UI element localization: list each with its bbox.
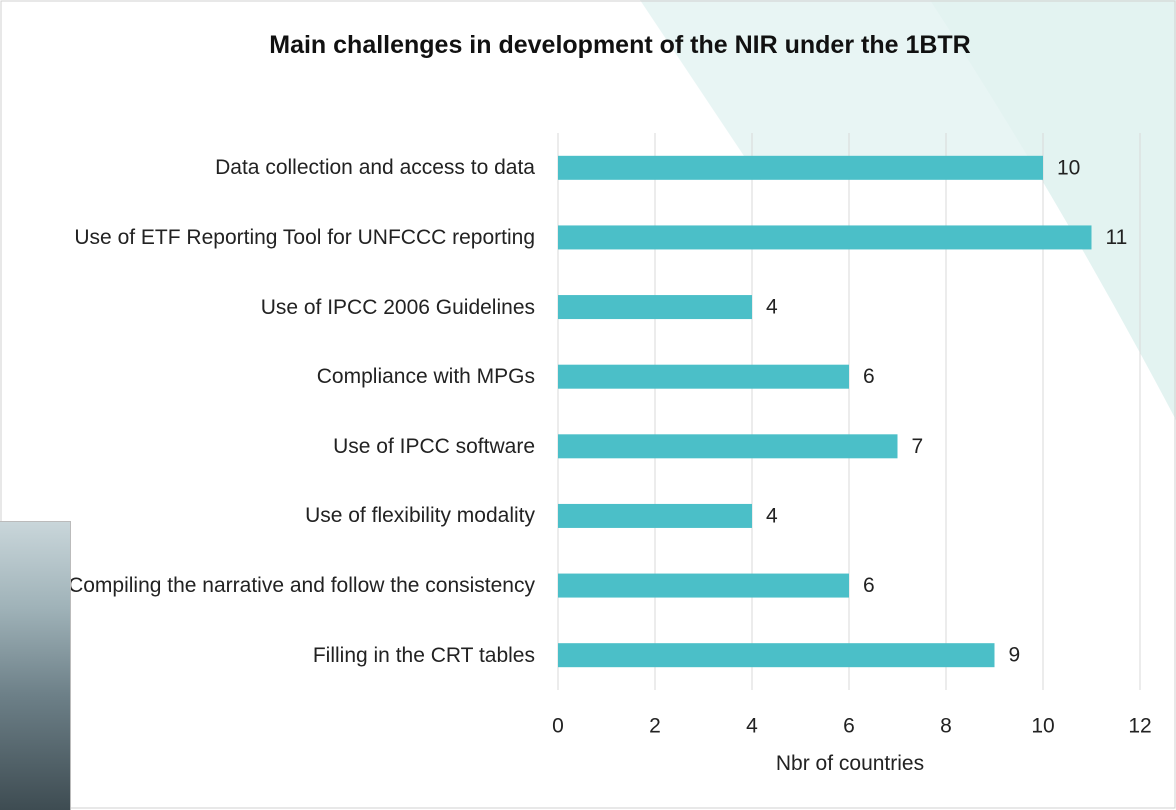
bar bbox=[558, 503, 752, 528]
bar bbox=[558, 573, 849, 598]
x-tick-label: 2 bbox=[649, 715, 661, 738]
value-label: 7 bbox=[912, 435, 924, 458]
x-tick-label: 8 bbox=[940, 715, 952, 738]
chart-title: Main challenges in development of the NI… bbox=[269, 31, 971, 59]
y-tick-label: Filling in the CRT tables bbox=[312, 643, 535, 667]
y-tick-label: Use of IPCC 2006 Guidelines bbox=[260, 295, 535, 319]
x-tick-label: 6 bbox=[843, 715, 855, 738]
value-label: 4 bbox=[766, 504, 778, 527]
category-label-box: Data collection and access to data bbox=[55, 133, 535, 203]
category-label-box: Filling in the CRT tables bbox=[55, 620, 535, 690]
bar bbox=[558, 225, 1092, 250]
x-tick-label: 10 bbox=[1031, 715, 1054, 738]
bar bbox=[558, 643, 995, 668]
x-tick-label: 0 bbox=[552, 715, 564, 738]
bar bbox=[558, 155, 1043, 180]
bar bbox=[558, 295, 752, 320]
value-label: 6 bbox=[863, 365, 875, 388]
bar bbox=[558, 434, 898, 459]
bar bbox=[558, 364, 849, 389]
category-label-box: Compiling the narrative and follow the c… bbox=[55, 551, 535, 621]
x-axis-title: Nbr of countries bbox=[775, 752, 925, 775]
category-label-box: Use of IPCC 2006 Guidelines bbox=[55, 272, 535, 342]
category-label-box: Use of ETF Reporting Tool for UNFCCC rep… bbox=[55, 202, 535, 272]
value-label: 10 bbox=[1057, 156, 1080, 179]
plot-area: 0 2 4 6 8 10 12 10 11 4 6 7 4 6 9 bbox=[552, 133, 1152, 738]
x-tick-label: 12 bbox=[1128, 715, 1151, 738]
value-label: 9 bbox=[1009, 644, 1021, 667]
y-tick-label: Use of IPCC software bbox=[333, 434, 535, 458]
y-tick-label: Use of flexibility modality bbox=[305, 504, 535, 528]
photo bbox=[0, 521, 71, 810]
x-tick-label: 4 bbox=[746, 715, 758, 738]
y-tick-label: Use of ETF Reporting Tool for UNFCCC rep… bbox=[74, 225, 535, 249]
category-label-box: Use of IPCC software bbox=[55, 411, 535, 481]
y-tick-label: Compliance with MPGs bbox=[316, 365, 535, 389]
value-label: 4 bbox=[766, 296, 778, 319]
category-label-box: Compliance with MPGs bbox=[55, 342, 535, 412]
y-tick-label: Compiling the narrative and follow the c… bbox=[68, 574, 535, 598]
value-label: 11 bbox=[1106, 226, 1128, 249]
y-tick-label: Data collection and access to data bbox=[215, 156, 535, 180]
value-label: 6 bbox=[863, 574, 875, 597]
category-label-box: Use of flexibility modality bbox=[55, 481, 535, 551]
decor-shape bbox=[930, 0, 1176, 420]
